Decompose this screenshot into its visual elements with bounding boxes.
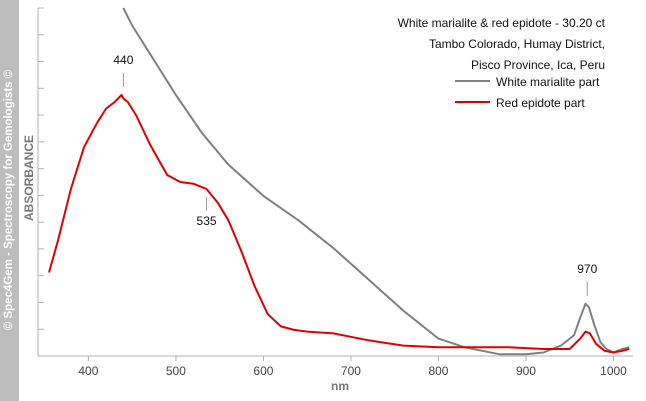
watermark-band: © Spec4Gem - Spectroscopy for Gemologist… (0, 0, 19, 401)
chart-title-line-2: Tambo Colorado, Humay District, (429, 37, 605, 51)
chart-title-line-3: Pisco Province, Ica, Peru (471, 58, 605, 72)
peak-label: 440 (113, 53, 133, 67)
annotations: 440 535 970 (113, 53, 598, 296)
x-axis-title: nm (331, 379, 349, 393)
x-tick-label: 400 (78, 364, 98, 378)
chart-title-line-1: White marialite & red epidote - 30.20 ct (398, 16, 606, 30)
chart-info-block: White marialite & red epidote - 30.20 ct… (398, 16, 606, 72)
y-axis-title: ABSORBANCE (22, 135, 36, 221)
peak-label: 970 (577, 262, 597, 276)
plot-area (38, 8, 633, 356)
x-ticks: 400 500 600 700 800 900 1000 (78, 356, 627, 378)
y-ticks (38, 7, 44, 357)
legend-label-marialite: White marialite part (496, 75, 600, 89)
legend-label-epidote: Red epidote part (496, 96, 585, 110)
series-line-white-marialite (122, 7, 630, 356)
x-tick-label: 700 (341, 364, 361, 378)
legend: White marialite part Red epidote part (455, 75, 600, 110)
x-tick-label: 800 (428, 364, 448, 378)
x-tick-label: 1000 (600, 364, 627, 378)
series-line-red-epidote (48, 94, 630, 354)
series-layer (48, 7, 630, 356)
peak-label: 535 (197, 214, 217, 228)
x-tick-label: 500 (166, 364, 186, 378)
x-tick-label: 600 (253, 364, 273, 378)
axes (37, 8, 633, 357)
x-tick-label: 900 (516, 364, 536, 378)
